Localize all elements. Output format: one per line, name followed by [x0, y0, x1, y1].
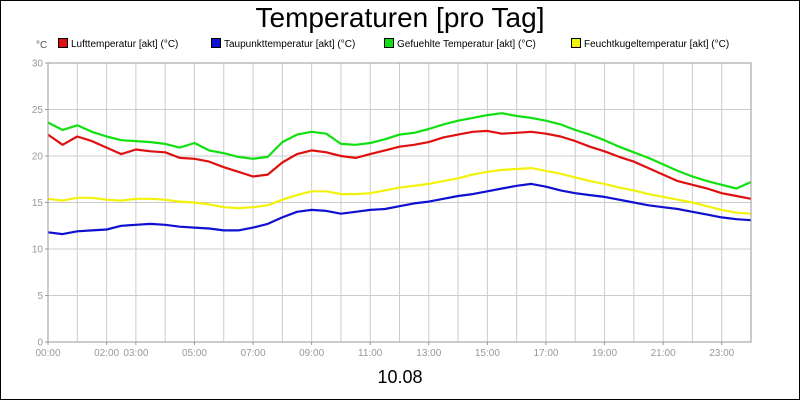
x-tick-label: 09:00	[299, 348, 324, 359]
legend-swatch	[571, 38, 581, 48]
legend-item: Gefuehlte Temperatur [akt] (°C)	[384, 38, 536, 50]
chart-title: Temperaturen [pro Tag]	[255, 2, 545, 33]
x-tick-label: 13:00	[416, 348, 441, 359]
y-tick-label: 0	[37, 338, 43, 349]
legend-swatch	[58, 38, 68, 48]
y-tick-label: 25	[32, 105, 44, 116]
y-tick-label: 30	[32, 59, 44, 70]
x-tick-label: 02:00	[94, 348, 119, 359]
y-tick-label: 20	[32, 152, 44, 163]
x-tick-label: 11:00	[358, 348, 383, 359]
y-tick-label: 5	[37, 291, 43, 302]
legend-label: Taupunkttemperatur [akt] (°C)	[224, 39, 356, 50]
x-tick-label: 23:00	[709, 348, 734, 359]
legend-item: Lufttemperatur [akt] (°C)	[58, 38, 178, 50]
x-tick-label: 21:00	[651, 348, 676, 359]
y-tick-label: 10	[32, 245, 44, 256]
series-line	[47, 167, 752, 215]
legend-label: Feuchtkugeltemperatur [akt] (°C)	[584, 39, 730, 50]
x-tick-label: 00:00	[35, 348, 60, 359]
series-line	[47, 112, 752, 190]
x-tick-label: 05:00	[182, 348, 207, 359]
series-line	[47, 182, 752, 236]
x-tick-label: 03:00	[123, 348, 148, 359]
date-label: 10.08	[377, 367, 423, 387]
legend-label: Lufttemperatur [akt] (°C)	[71, 39, 179, 50]
series-line	[47, 129, 752, 200]
legend-label: Gefuehlte Temperatur [akt] (°C)	[397, 39, 536, 50]
x-tick-label: 17:00	[533, 348, 558, 359]
x-tick-label: 07:00	[241, 348, 266, 359]
legend-item: Taupunkttemperatur [akt] (°C)	[211, 38, 355, 50]
y-tick-label: 15	[32, 198, 44, 209]
legend-item: Feuchtkugeltemperatur [akt] (°C)	[571, 38, 729, 50]
y-axis-unit: °C	[36, 40, 48, 51]
plot-border	[47, 62, 752, 343]
legend-swatch	[211, 38, 221, 48]
legend-swatch	[384, 38, 394, 48]
x-tick-label: 19:00	[592, 348, 617, 359]
x-tick-label: 15:00	[475, 348, 500, 359]
